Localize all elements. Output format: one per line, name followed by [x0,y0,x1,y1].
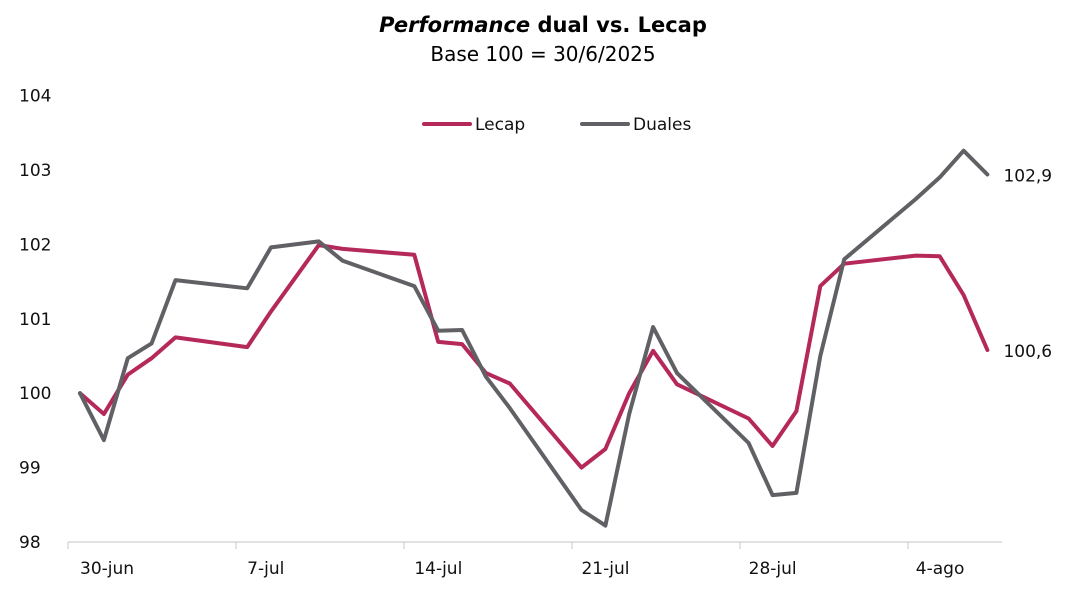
y-tick-label: 98 [19,533,41,553]
chart-title: Performance dual vs. Lecap [0,10,1086,40]
x-tick-label: 30-jun [80,559,134,579]
chart-title-emphasis: Performance [379,13,531,37]
chart-title-rest: dual vs. Lecap [530,13,707,37]
end-label-lecap: 100,6 [1003,342,1052,362]
y-tick-label: 101 [19,310,51,330]
y-tick-label: 102 [19,235,51,255]
x-tick-label: 28-jul [749,559,797,579]
chart-subtitle: Base 100 = 30/6/2025 [430,42,656,66]
x-tick-label: 21-jul [581,559,629,579]
series-line-lecap [78,243,990,470]
series-line-duales [78,148,990,528]
end-label-duales: 102,9 [1003,166,1052,186]
legend-label-lecap: Lecap [475,115,525,135]
x-tick-label: 7-jul [247,559,284,579]
y-tick-label: 103 [19,161,51,181]
x-tick-label: 14-jul [414,559,462,579]
x-tick-label: 4-ago [916,559,965,579]
y-tick-label: 104 [19,87,51,107]
y-tick-label: 99 [19,459,41,479]
title-block: Performance dual vs. Lecap Base 100 = 30… [0,10,1086,68]
y-tick-label: 100 [19,384,51,404]
legend-label-duales: Duales [633,115,691,135]
